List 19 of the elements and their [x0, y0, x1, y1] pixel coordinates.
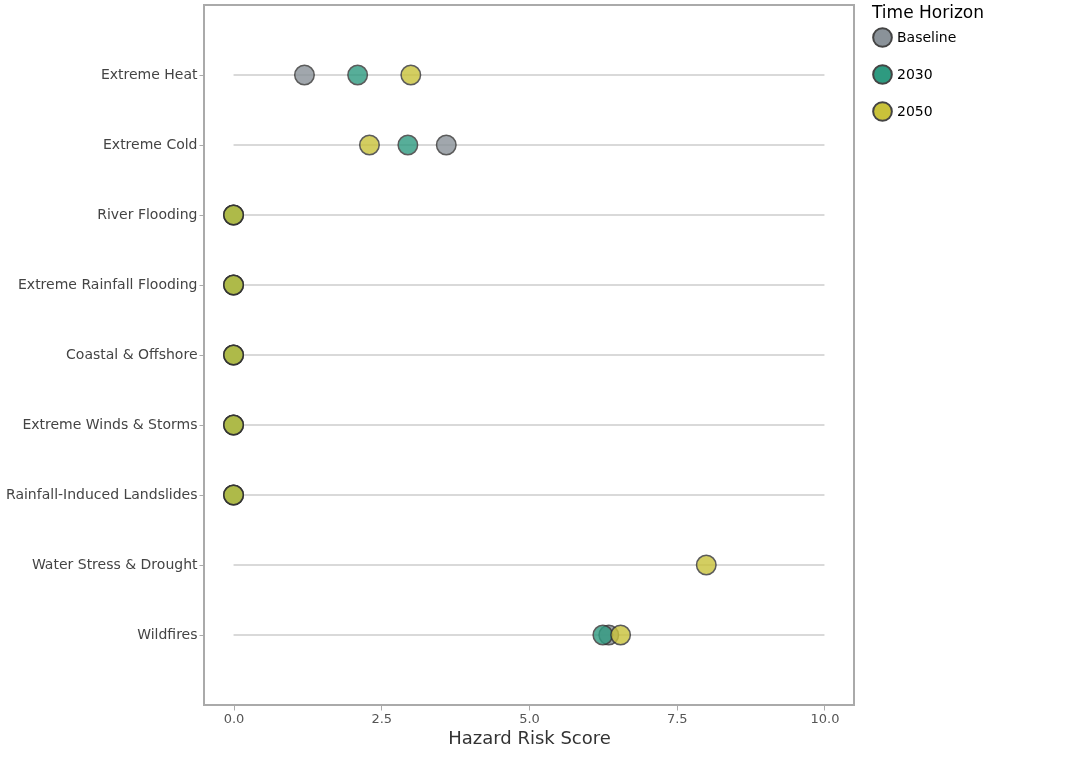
legend-label: 2050 — [897, 102, 933, 119]
x-tick-label: 2.5 — [371, 710, 393, 726]
legend-title: Time Horizon — [871, 2, 985, 22]
y-tick-label: Extreme Rainfall Flooding — [18, 276, 198, 292]
y-tick-label: Extreme Cold — [103, 136, 198, 152]
legend-label: Baseline — [897, 28, 957, 45]
y-tick-label: Rainfall-Induced Landslides — [5, 486, 198, 502]
y-tick-label: River Flooding — [97, 206, 198, 222]
x-tick-label: 7.5 — [666, 710, 688, 726]
x-axis-title: Hazard Risk Score — [448, 726, 611, 748]
y-tick-label: Wildfires — [137, 626, 198, 642]
x-tick-label: 0.0 — [223, 710, 245, 726]
y-tick-label: Extreme Winds & Storms — [22, 416, 198, 432]
y-tick-label: Coastal & Offshore — [66, 346, 198, 362]
y-tick-label: Water Stress & Drought — [31, 556, 199, 572]
legend-label: 2030 — [897, 65, 933, 82]
y-tick-label: Extreme Heat — [100, 66, 199, 82]
x-tick-label: 10.0 — [810, 710, 840, 726]
x-tick-label: 5.0 — [519, 710, 540, 726]
